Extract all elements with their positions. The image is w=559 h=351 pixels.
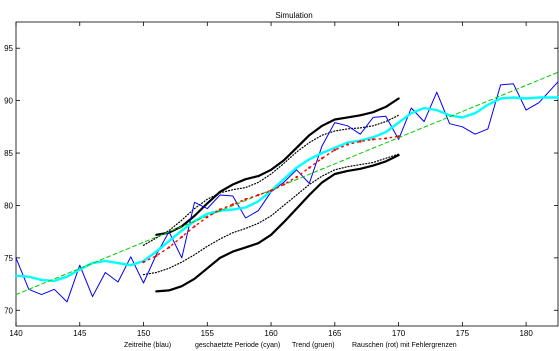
x-tick-label: 170: [392, 329, 406, 338]
y-tick-label: 85: [4, 149, 13, 158]
rauschen-point: [282, 183, 285, 186]
x-tick-label: 155: [201, 329, 215, 338]
x-tick-label: 165: [328, 329, 342, 338]
x-tick-label: 145: [73, 329, 87, 338]
tick-layer: 140 145 150 155 160 165 170 175 180 70 75 80 85 90 95: [4, 22, 558, 338]
x-tick-label: 160: [264, 329, 278, 338]
rauschen-point: [359, 140, 362, 143]
rauschen-point: [308, 166, 311, 169]
rauschen-point: [295, 175, 298, 179]
xlabel-rauschen: Rauschen (rot) mit Fehlergrenzen: [352, 342, 457, 349]
rauschen-point: [142, 260, 145, 264]
x-axis-labels: Zeitreihe (blau) geschaetzte Periode (cy…: [124, 342, 457, 349]
rauschen-point: [320, 157, 324, 160]
xlabel-trend: Trend (gruen): [292, 342, 335, 349]
series-grenze-unten-1: [142, 153, 400, 276]
series-trend: [15, 71, 559, 296]
rauschen-point: [206, 215, 209, 219]
series-layer: [14, 71, 559, 303]
series-grenze-oben-2: [155, 97, 400, 236]
series-periode: [14, 96, 559, 283]
rauschen-point: [371, 138, 375, 141]
x-tick-label: 140: [9, 329, 23, 338]
rauschen-point: [218, 208, 222, 211]
y-tick-label: 75: [4, 254, 13, 263]
rauschen-point: [346, 143, 349, 146]
series-zeitreihe: [15, 81, 559, 303]
xlabel-zeitreihe: Zeitreihe (blau): [124, 342, 171, 349]
series-grenze-oben-1: [142, 114, 400, 246]
x-tick-label: 150: [137, 329, 151, 338]
rauschen-point: [384, 137, 387, 140]
y-tick-label: 90: [4, 97, 13, 106]
x-tick-label: 175: [456, 329, 470, 338]
rauschen-point: [155, 254, 158, 257]
xlabel-periode: geschaetzte Periode (cyan): [195, 342, 280, 349]
rauschen-point: [180, 235, 183, 239]
series-rauschen: [142, 135, 400, 263]
y-tick-label: 80: [4, 201, 13, 210]
rauschen-point: [167, 246, 171, 249]
rauschen-point: [397, 135, 400, 138]
plot-frame: [15, 21, 559, 327]
rauschen-point: [244, 198, 247, 201]
rauschen-point: [231, 203, 234, 206]
series-grenze-unten-2: [155, 154, 400, 293]
y-tick-label: 70: [4, 306, 13, 315]
plot-area: 140 145 150 155 160 165 170 175 180 70 75 80 85 90 95: [4, 21, 559, 338]
rauschen-point: [257, 193, 260, 197]
x-tick-label: 180: [519, 329, 533, 338]
rauschen-point: [269, 189, 273, 192]
chart-title: Simulation: [275, 11, 312, 20]
rauschen-point: [333, 148, 336, 152]
rauschen-point: [193, 225, 196, 228]
y-tick-label: 95: [4, 44, 13, 53]
